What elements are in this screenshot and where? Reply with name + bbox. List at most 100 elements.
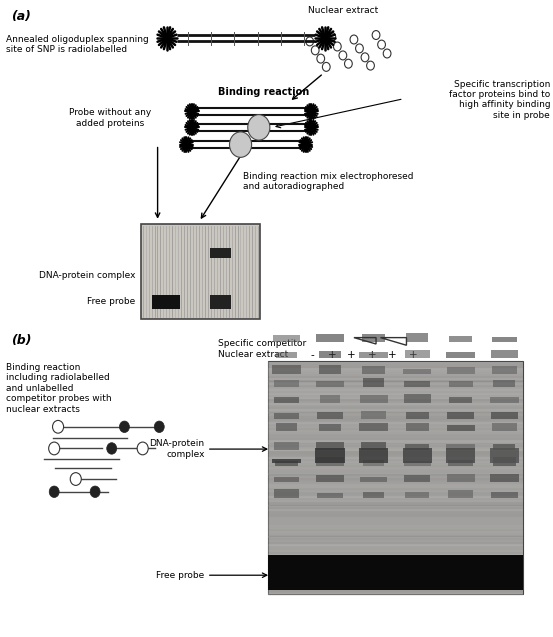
Bar [268,555,523,590]
Text: (b): (b) [11,334,32,347]
Bar [272,365,301,374]
Bar [320,350,341,358]
Bar [405,492,429,498]
Text: Nuclear extract: Nuclear extract [218,350,289,359]
Bar [317,492,343,498]
Bar [360,477,388,482]
Bar [275,352,298,358]
Bar [406,412,429,419]
Bar [490,474,519,482]
Circle shape [90,486,100,497]
Bar [493,457,516,466]
Text: +: + [327,350,336,361]
Text: +: + [409,350,418,361]
Bar [448,382,473,387]
Bar [406,333,428,342]
Bar [315,448,345,464]
Circle shape [119,421,129,433]
Bar [403,448,432,464]
Bar [316,457,344,466]
Text: DNA-protein complex: DNA-protein complex [39,271,135,280]
Bar [359,352,388,358]
Bar [446,352,475,358]
Bar [450,397,472,403]
Bar [152,295,180,309]
Text: +: + [388,350,397,361]
Bar [316,334,345,342]
Bar [490,448,519,464]
Bar [274,397,299,403]
Bar [363,378,384,387]
Bar [404,475,430,482]
Bar [320,395,340,403]
Bar [406,424,429,431]
Text: Binding reaction
including radiolabelled
and unlabelled
competitor probes with
n: Binding reaction including radiolabelled… [6,363,111,413]
Bar [274,476,299,482]
Circle shape [49,442,60,455]
Circle shape [107,443,117,454]
Circle shape [137,442,148,455]
Bar [363,461,384,466]
Text: (a): (a) [11,10,31,22]
Bar [448,461,473,466]
Bar [319,424,341,431]
Text: Specific competitor: Specific competitor [218,339,307,348]
Circle shape [248,115,270,140]
Text: Annealed oligoduplex spanning
site of SNP is radiolabelled: Annealed oligoduplex spanning site of SN… [6,35,148,54]
Bar [359,423,388,431]
Bar [405,444,430,450]
Bar [405,350,430,358]
Bar [274,413,299,419]
Bar [446,448,476,464]
Bar [317,412,343,419]
Bar [491,412,518,419]
Circle shape [53,420,64,433]
FancyBboxPatch shape [141,224,260,318]
Bar [210,248,231,258]
Bar [275,461,298,466]
Bar [447,426,475,431]
Text: -: - [311,350,314,361]
Circle shape [154,421,164,433]
Bar [210,295,231,309]
Bar [274,380,299,387]
Bar [361,411,387,419]
Circle shape [49,486,59,497]
Circle shape [70,473,81,485]
Bar [316,475,343,482]
Bar [362,334,385,342]
Text: Free probe: Free probe [87,297,135,306]
Bar [493,444,515,450]
Bar [274,489,299,498]
Bar [404,461,431,466]
Text: DNA-protein
complex: DNA-protein complex [149,440,205,459]
Bar [359,396,388,403]
Bar [319,366,341,374]
Bar [449,336,472,342]
Text: +: + [347,350,356,361]
Text: Nuclear extract: Nuclear extract [307,6,378,15]
Text: Binding reaction mix electrophoresed
and autoradiographed: Binding reaction mix electrophoresed and… [243,172,414,191]
Circle shape [229,132,252,157]
Bar [359,448,388,464]
Bar [492,337,517,342]
Bar [491,350,518,358]
Bar [492,366,517,374]
Bar [493,380,515,387]
Bar [361,443,387,450]
Bar [446,444,475,450]
Bar [268,361,523,594]
Bar [491,492,518,498]
Bar [275,424,298,431]
Bar [316,380,345,387]
Bar [448,490,473,498]
Text: +: + [368,350,377,361]
Bar [274,442,299,450]
Text: Specific transcription
factor proteins bind to
high affinity binding
site in pro: Specific transcription factor proteins b… [449,80,550,120]
Bar [273,336,300,342]
Bar [272,459,301,464]
Bar [490,397,519,403]
Text: Probe without any
added proteins: Probe without any added proteins [70,108,152,127]
Bar [404,381,430,387]
Text: Binding reaction: Binding reaction [218,87,310,97]
